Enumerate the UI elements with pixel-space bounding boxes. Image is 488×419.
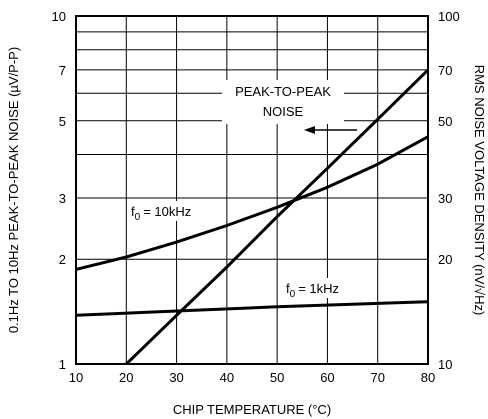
y-right-tick-label: 100 — [438, 9, 460, 24]
label-background-10khz — [128, 201, 220, 221]
f-symbol-1khz: f — [286, 281, 290, 296]
f-subscript-1khz: 0 — [290, 289, 296, 300]
x-tick-label: 80 — [421, 370, 435, 385]
x-tick-label: 50 — [270, 370, 284, 385]
f0-10khz-value: = 10kHz — [143, 204, 191, 219]
y-right-tick-label: 30 — [438, 191, 452, 206]
y-axis-right-label: RMS NOISE VOLTAGE DENSITY (nV/√Hz) — [472, 65, 487, 316]
y-left-tick-label: 5 — [59, 114, 66, 129]
f-subscript-10khz: 0 — [135, 212, 141, 223]
x-axis-label: CHIP TEMPERATURE (°C) — [173, 402, 331, 417]
f0-1khz-value: = 1kHz — [298, 281, 339, 296]
series-group — [75, 68, 430, 366]
x-tick-label: 10 — [69, 370, 83, 385]
f0-1khz-label: f0 = 1kHz — [283, 278, 363, 300]
series-line-2 — [75, 135, 429, 271]
y-axis-left-label: 0.1Hz TO 10Hz PEAK-TO-PEAK NOISE (µV/P-P… — [6, 47, 21, 333]
x-tick-label: 60 — [320, 370, 334, 385]
series-line-3 — [75, 300, 429, 317]
y-right-tick-label: 50 — [438, 114, 452, 129]
y-right-tick-label: 70 — [438, 63, 452, 78]
label-background-1khz — [283, 278, 363, 298]
annotation-arrowhead — [304, 126, 315, 134]
x-tick-label: 30 — [169, 370, 183, 385]
y-left-tick-label: 1 — [59, 357, 66, 372]
y-right-tick-label: 20 — [438, 252, 452, 267]
series-line-1 — [125, 68, 430, 366]
f0-10khz-text: f0 = 10kHz — [131, 204, 191, 223]
annotation-peak-line2: NOISE — [263, 104, 304, 119]
f0-1khz-text: f0 = 1kHz — [286, 281, 339, 300]
f-symbol-10khz: f — [131, 204, 135, 219]
y-left-tick-label: 10 — [52, 9, 66, 24]
annotation-background — [222, 80, 344, 124]
plot-frame — [75, 15, 429, 365]
annotation-peak-line1: PEAK-TO-PEAK — [235, 84, 331, 99]
y-left-tick-label: 7 — [59, 63, 66, 78]
y-right-tick-label: 10 — [438, 357, 452, 372]
tick-labels: 10 20 30 40 50 60 70 80 1 2 3 5 7 10 10 20 30 50 70 100 — [52, 9, 460, 385]
x-tick-label: 40 — [220, 370, 234, 385]
x-tick-label: 20 — [119, 370, 133, 385]
y-left-tick-label: 2 — [59, 252, 66, 267]
y-left-tick-label: 3 — [59, 191, 66, 206]
x-tick-label: 70 — [370, 370, 384, 385]
peak-to-peak-annotation: PEAK-TO-PEAK NOISE — [222, 80, 357, 134]
f0-10khz-label: f0 = 10kHz — [128, 201, 220, 223]
